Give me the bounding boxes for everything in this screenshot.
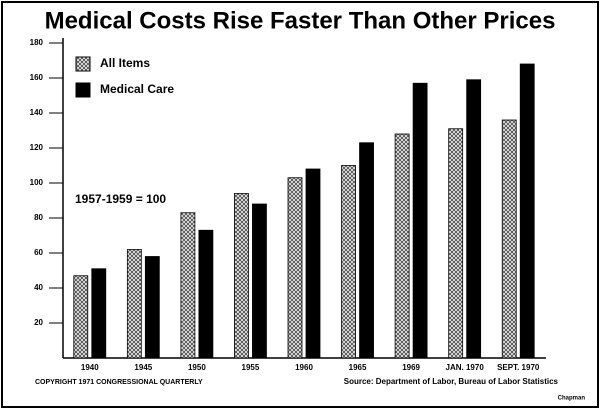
y-tick-label: 40 xyxy=(34,283,43,292)
x-tick-label: 1950 xyxy=(188,363,206,372)
bar xyxy=(305,168,321,359)
y-tick-label: 140 xyxy=(30,108,44,117)
bar xyxy=(73,275,89,359)
legend-label: Medical Care xyxy=(100,82,174,96)
bar xyxy=(287,177,303,359)
bar xyxy=(198,229,214,359)
legend-swatch xyxy=(75,82,91,98)
chart-title: Medical Costs Rise Faster Than Other Pri… xyxy=(45,7,556,34)
y-tick-label: 120 xyxy=(30,143,44,152)
bar xyxy=(234,193,249,359)
bar xyxy=(91,268,107,359)
x-tick-label: 1965 xyxy=(349,363,367,372)
annotation: 1957-1959 = 100 xyxy=(75,192,166,206)
bar xyxy=(501,119,517,359)
x-tick-label: 1960 xyxy=(295,363,313,372)
legend-label: All Items xyxy=(100,56,150,70)
bar xyxy=(448,128,464,359)
credit: Chapman xyxy=(558,396,586,402)
y-tick-label: 60 xyxy=(34,248,43,257)
y-tick-label: 100 xyxy=(30,178,44,187)
y-tick-label: 160 xyxy=(30,73,44,82)
source: Source: Department of Labor, Bureau of L… xyxy=(344,377,559,386)
x-tick-label: JAN. 1970 xyxy=(446,363,485,372)
bar xyxy=(341,165,356,359)
x-tick-label: 1955 xyxy=(242,363,260,372)
copyright: COPYRIGHT 1971 CONGRESSIONAL QUARTERLY xyxy=(35,379,203,386)
legend-swatch xyxy=(75,56,91,72)
x-tick-label: 1969 xyxy=(402,363,420,372)
bar xyxy=(359,142,374,359)
bar xyxy=(519,63,535,359)
bar xyxy=(126,249,142,359)
bar xyxy=(412,82,428,359)
y-tick-label: 80 xyxy=(34,213,43,222)
bar xyxy=(180,212,196,359)
x-tick-label: 1945 xyxy=(134,363,152,372)
bar xyxy=(394,133,410,359)
y-tick-label: 180 xyxy=(30,38,44,47)
bar xyxy=(252,203,267,359)
x-tick-label: 1940 xyxy=(81,363,99,372)
x-tick-label: SEPT. 1970 xyxy=(497,363,540,372)
y-tick-label: 20 xyxy=(34,318,43,327)
bar xyxy=(466,79,482,359)
bar xyxy=(144,256,160,359)
